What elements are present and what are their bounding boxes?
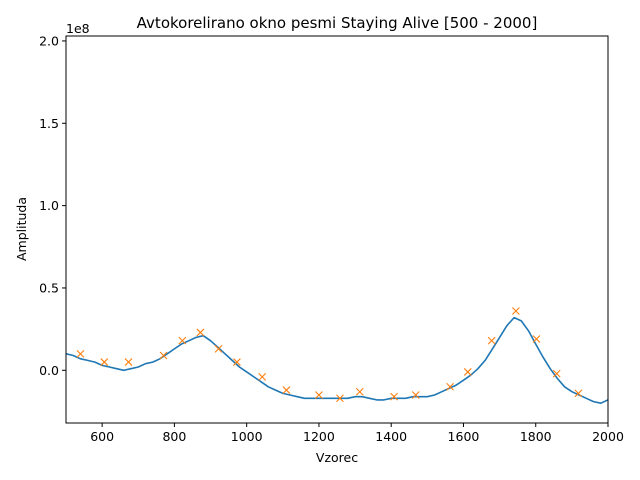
peak-marker	[511, 307, 520, 315]
signal-line	[66, 316, 608, 404]
peak-marker	[178, 336, 187, 345]
peak-marker	[100, 358, 109, 366]
y-tick-label: 0.5	[39, 280, 59, 295]
peak-marker	[532, 335, 541, 343]
x-axis-ticks: 600 800 1000 1200 1400 1600 1800 2000	[90, 423, 624, 444]
x-tick-label: 1800	[520, 429, 552, 444]
plot-frame	[65, 35, 609, 424]
peak-marker	[390, 392, 398, 401]
peak-marker	[487, 336, 496, 345]
peak-marker	[159, 351, 168, 360]
peak-marker	[574, 389, 583, 398]
y-tick-label: 1.0	[39, 198, 59, 213]
x-axis-label: Vzorec	[316, 450, 358, 465]
peak-marker	[282, 386, 291, 394]
y-axis-label: Amplituda	[14, 197, 29, 261]
peak-marker	[258, 373, 267, 381]
x-tick-label: 600	[90, 429, 114, 444]
x-tick-label: 2000	[592, 429, 624, 444]
peak-marker	[411, 391, 420, 399]
y-scale-label: 1e8	[66, 21, 90, 36]
peak-marker	[446, 382, 454, 391]
y-tick-label: 2.0	[39, 33, 59, 48]
chart-title: Avtokorelirano okno pesmi Staying Alive …	[137, 14, 538, 32]
x-tick-label: 1000	[231, 429, 263, 444]
x-tick-label: 1600	[448, 429, 480, 444]
peak-marker	[552, 369, 561, 378]
y-axis-ticks: 0.0 0.5 1.0 1.5 2.0	[39, 33, 66, 378]
x-tick-label: 1200	[303, 429, 335, 444]
peak-marker	[196, 328, 205, 337]
peak-marker	[355, 387, 364, 396]
peak-marker	[214, 345, 223, 353]
plot-area	[65, 35, 609, 424]
y-tick-label: 1.5	[39, 116, 59, 131]
peak-marker	[463, 368, 472, 376]
x-tick-label: 1400	[375, 429, 407, 444]
peak-marker	[315, 391, 323, 399]
peak-marker	[336, 394, 344, 403]
x-tick-label: 800	[162, 429, 186, 444]
peak-marker	[76, 349, 85, 358]
y-tick-label: 0.0	[39, 363, 59, 378]
peak-marker	[124, 358, 133, 366]
peak-marker	[233, 358, 241, 366]
